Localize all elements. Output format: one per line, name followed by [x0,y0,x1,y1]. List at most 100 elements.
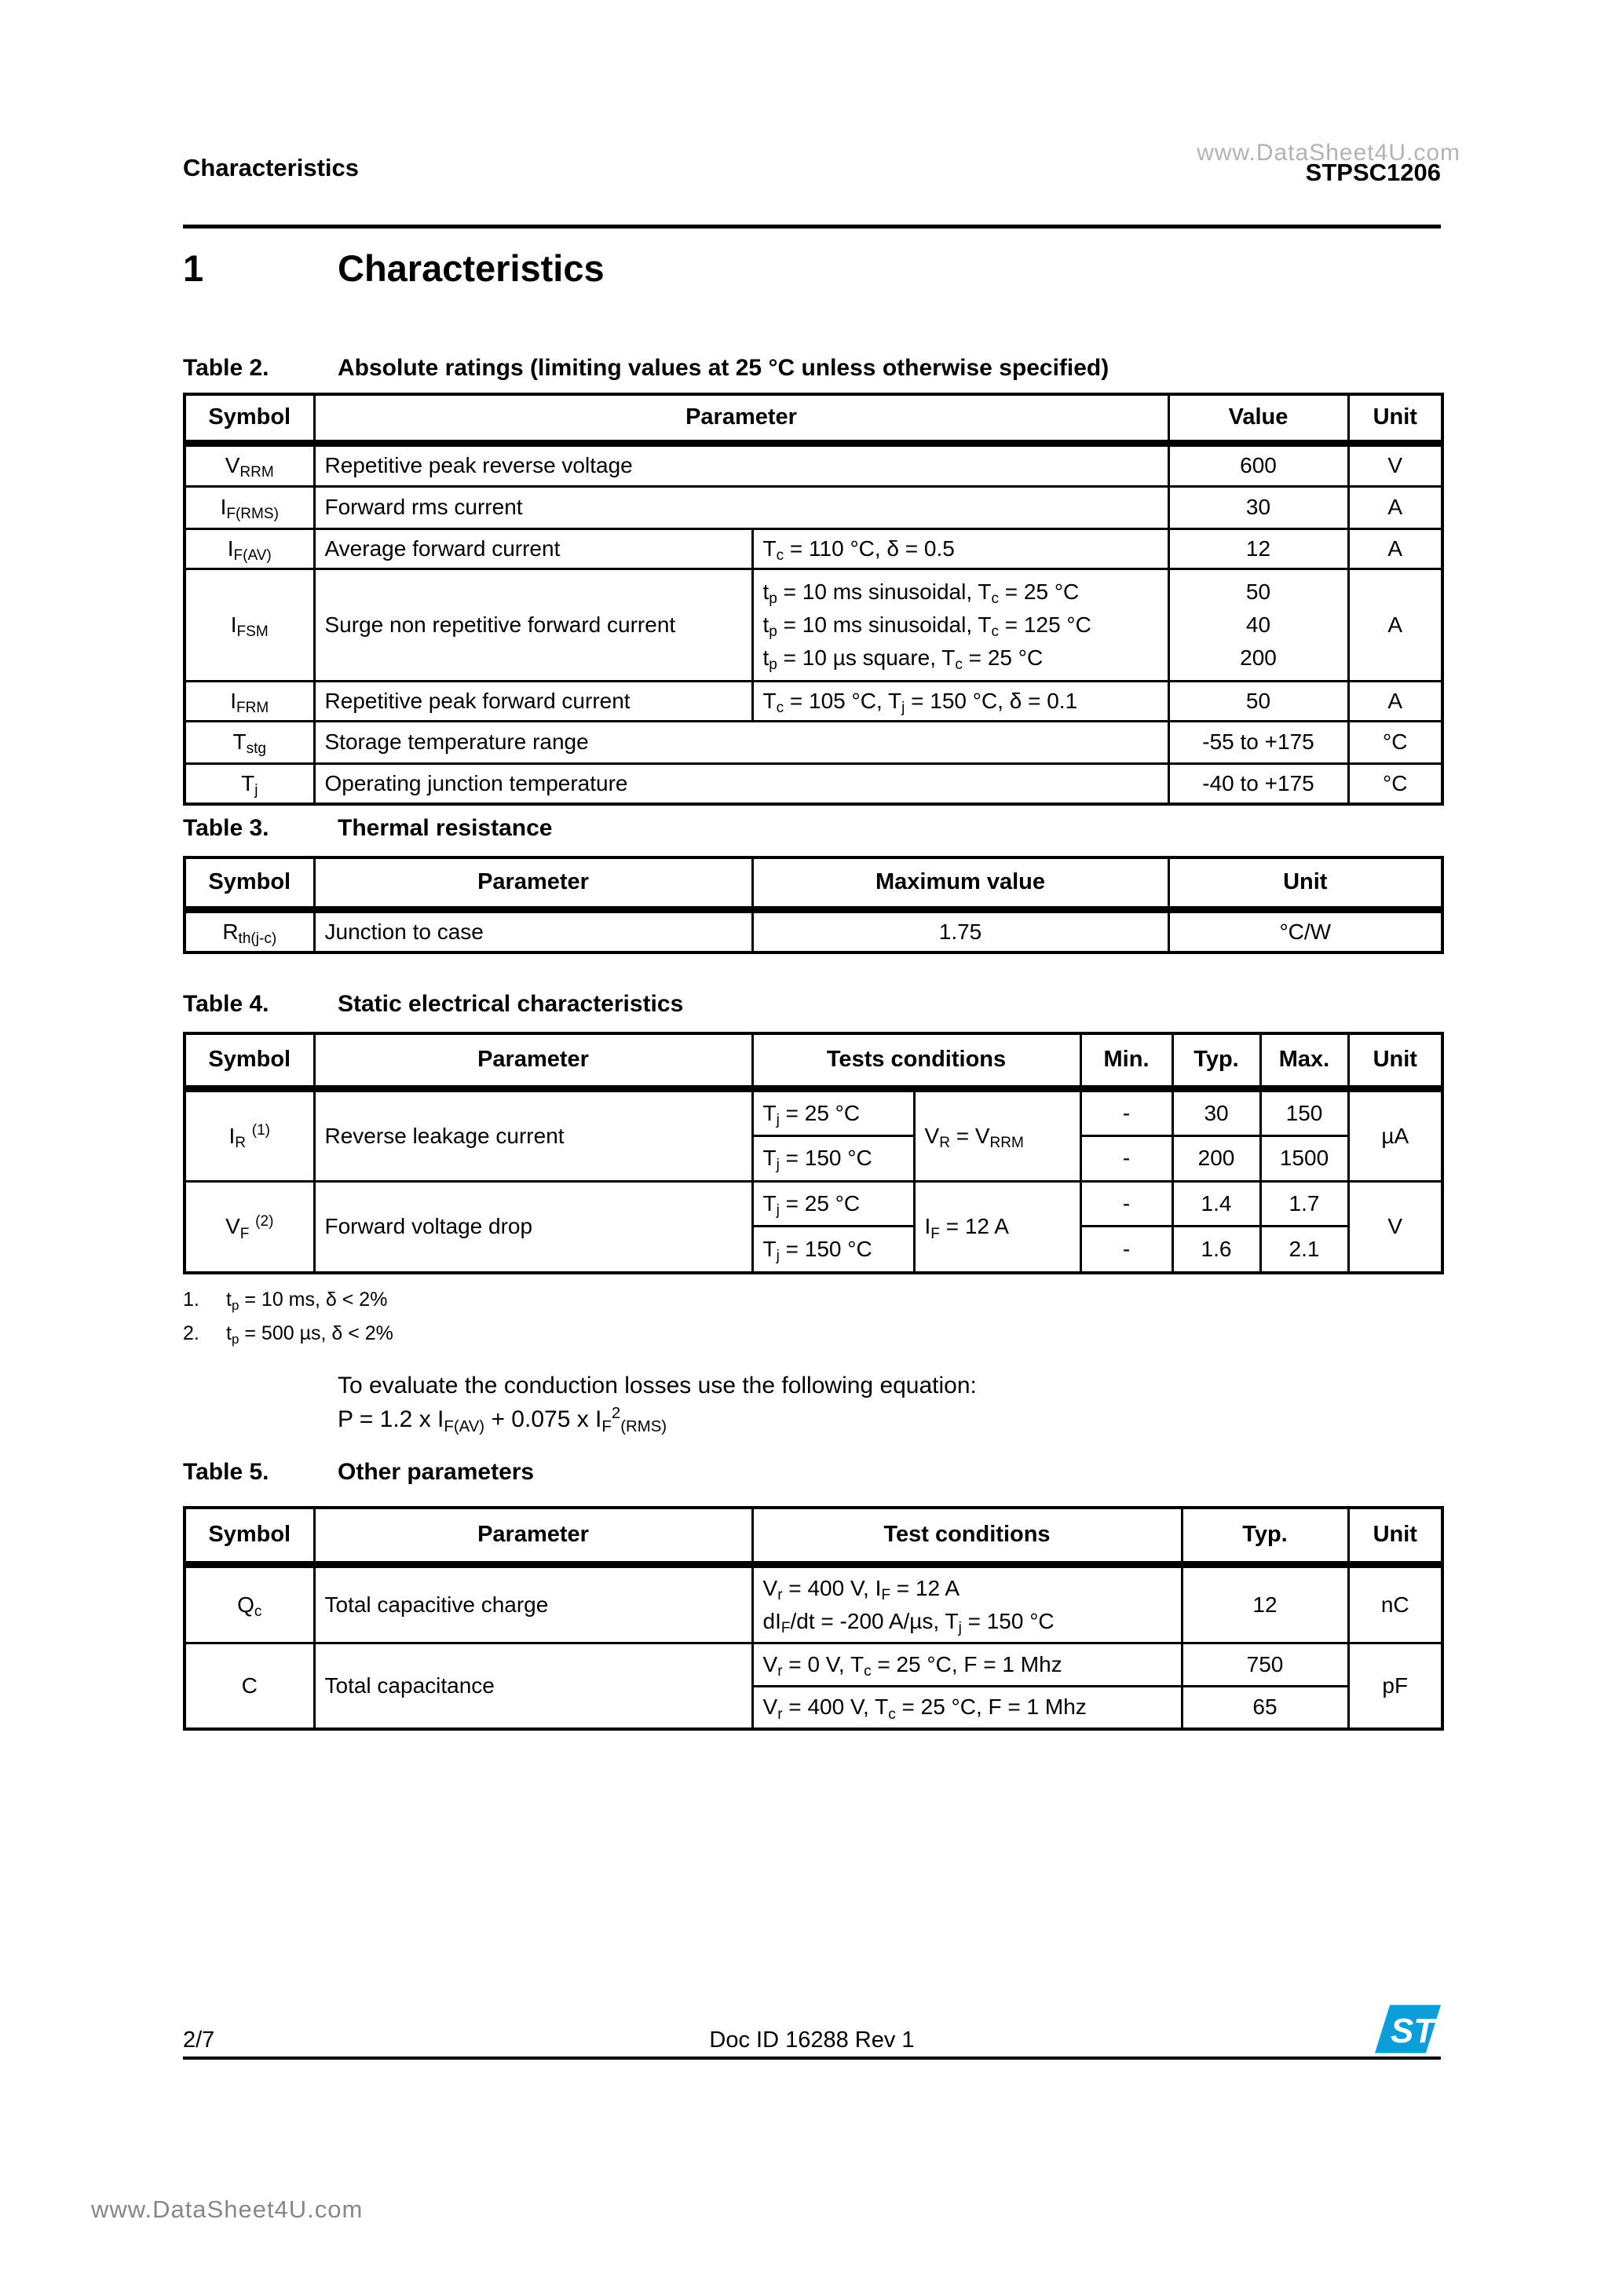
column-header: Symbol [183,1032,316,1092]
table-4-caption: Table 4. Static electrical characteristi… [183,991,1441,1018]
column-header: Test conditions [751,1506,1183,1568]
table-cell: V [1347,441,1444,488]
table-cell: Tc = 110 °C, δ = 0.5 [751,527,1170,570]
table-header-row: Symbol Parameter Tests conditions Min. Typ. M… [183,1032,1444,1092]
table-cell: IFSM [183,567,316,682]
table-cell: Tc = 105 °C, Tj = 150 °C, δ = 0.1 [751,679,1170,722]
column-header: Parameter [313,1506,754,1568]
table-cell: Junction to case [313,908,754,954]
column-header: Unit [1167,856,1444,913]
table-cell: 200 [1171,1134,1262,1183]
watermark-bottom: www.DataSheet4U.com [91,2195,364,2223]
table-cell: - [1079,1134,1174,1183]
conduction-losses-text: To evaluate the conduction losses use th… [338,1373,977,1398]
table-cell: A [1347,567,1444,682]
table-cell: 30 [1167,484,1350,530]
table-cell: 2.1 [1259,1224,1350,1274]
column-header: Symbol [183,856,316,913]
table-row: IR (1) Reverse leakage current Tj = 25 °C V… [183,1087,1444,1183]
table-cell: 50 [1167,679,1350,722]
table-row: IF(AV) Average forward current Tc = 110 °C… [183,527,1444,570]
table-row: Tj = 150 °C -1.6 2.1 [185,1224,1442,1274]
section-heading: 1 Characteristics [183,247,1441,290]
running-header-right: STPSC1206 [1305,159,1441,186]
table-cell: 30 [1171,1087,1262,1137]
table-3-thermal-resistance: Symbol Parameter Maximum value Unit Rth(j-c)… [183,856,1444,954]
table-cell: 65 [1180,1684,1350,1731]
table-2-container: Symbol Parameter Value Unit VRRM Repetitive p… [183,393,1444,806]
table-cell: nC [1347,1563,1444,1644]
column-header: Unit [1347,1032,1444,1092]
table-cell: Tstg [183,719,316,765]
column-header: Symbol [183,393,316,447]
watermark-top: www.DataSheet4U.com [1197,140,1460,166]
table-cell: 1.6 [1171,1224,1262,1274]
table-caption-label: Table 5. [183,1459,269,1485]
table-cell: Repetitive peak reverse voltage [313,441,1170,488]
table-cell: 1.7 [1259,1179,1350,1227]
column-header: Symbol [183,1506,316,1568]
column-header: Max. [1259,1032,1350,1092]
table-cell: C [183,1641,316,1731]
table-2-caption: Table 2. Absolute ratings (limiting valu… [183,355,1441,382]
table-cell: °C/W [1167,908,1444,954]
table-header-row: Symbol Parameter Test conditions Typ. Unit [183,1506,1444,1568]
table-cell: Average forward current [313,527,754,570]
table-cell: 1500 [1259,1134,1350,1183]
table-cell: 750 [1180,1641,1350,1687]
table-cell: -55 to +175 [1167,719,1350,765]
table-cell: Forward voltage drop [313,1179,754,1274]
table-cell: Total capacitive charge [313,1563,754,1644]
footer-rule [183,2057,1441,2060]
footnote-text: tp = 10 ms, δ < 2% [226,1289,388,1313]
table-cell: Surge non repetitive forward current [313,567,754,682]
table-caption-title: Other parameters [338,1459,535,1485]
table-cell: VRRM [183,441,316,488]
table-cell: IF = 12 A [912,1179,1082,1274]
table-3-container: Symbol Parameter Maximum value Unit Rth(j-c)… [183,856,1444,954]
table-cell: A [1347,679,1444,722]
table-cell: 150 [1259,1087,1350,1137]
column-header: Typ. [1180,1506,1350,1568]
svg-text:ST: ST [1391,2012,1437,2050]
table-5-other-parameters: Symbol Parameter Test conditions Typ. Unit Qc… [183,1506,1444,1731]
table-cell: V [1347,1179,1444,1274]
table-cell: A [1347,484,1444,530]
table-row: Qc Total capacitive charge Vr = 400 V, IF … [183,1563,1444,1644]
table-cell: VF (2) [183,1179,316,1274]
table-cell: Vr = 0 V, Tc = 25 °C, F = 1 Mhz [751,1641,1183,1687]
table-3-caption: Table 3. Thermal resistance [183,815,1441,842]
column-header: Parameter [313,393,1170,447]
footer-page-number: 2/7 [183,2027,215,2053]
st-logo-icon: ST [1374,2005,1442,2053]
table-row: Vr = 400 V, Tc = 25 °C, F = 1 Mhz 65 [185,1684,1442,1731]
table-row: C Total capacitance Vr = 0 V, Tc = 25 °C, … [183,1641,1444,1731]
footnote-number: 2. [183,1322,199,1344]
table-cell: IF(AV) [183,527,316,570]
footnote-number: 1. [183,1289,199,1311]
table-caption-title: Static electrical characteristics [338,991,684,1017]
table-cell: µA [1347,1087,1444,1183]
table-cell: 600 [1167,441,1350,488]
table-cell: Operating junction temperature [313,762,1170,805]
table-caption-title: Thermal resistance [338,815,553,841]
table-cell: 50 40 200 [1167,567,1350,682]
section-number: 1 [183,247,204,289]
table-5-caption: Table 5. Other parameters [183,1459,1441,1486]
table-cell: pF [1347,1641,1444,1731]
table-cell: 12 [1180,1563,1350,1644]
column-header: Typ. [1171,1032,1262,1092]
table-cell: - [1079,1179,1174,1227]
table-cell: Tj = 150 °C [751,1134,916,1183]
column-header: Min. [1079,1032,1174,1092]
table-cell: Storage temperature range [313,719,1170,765]
table-cell: Tj = 25 °C [751,1179,916,1227]
column-header: Unit [1347,393,1444,447]
table-cell: IFRM [183,679,316,722]
table-cell: -40 to +175 [1167,762,1350,805]
table-row: VRRM Repetitive peak reverse voltage 600 V [183,441,1444,488]
header-rule [183,225,1441,229]
table-cell: - [1079,1224,1174,1274]
